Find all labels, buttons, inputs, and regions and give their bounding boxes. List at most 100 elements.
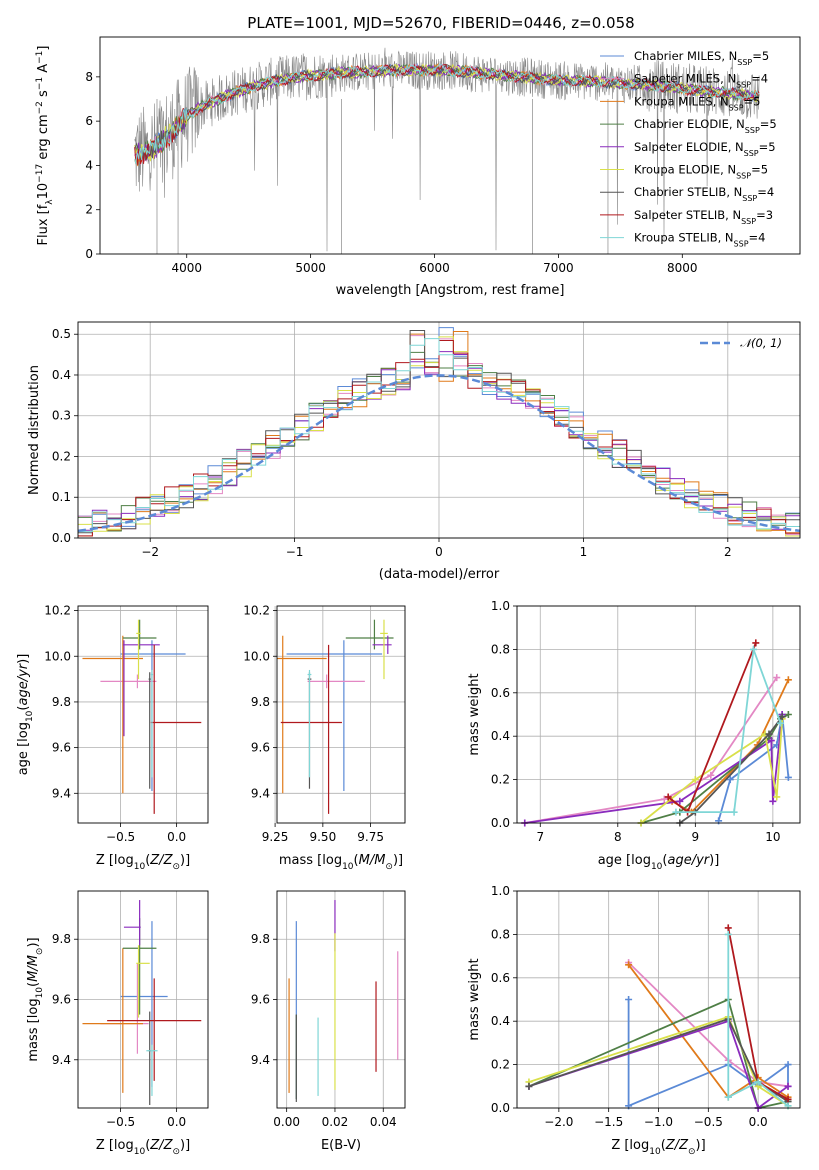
y-tick-label: 9.8	[52, 932, 71, 946]
y-tick-label: 9.8	[251, 695, 270, 709]
x-tick-label: −0.5	[106, 830, 135, 844]
weight-point-marker	[664, 793, 672, 801]
y-tick-label: 1.0	[491, 884, 510, 898]
spectrum-axes: 4000 5000 6000 7000 8000 0 2 4 6 8	[85, 70, 697, 275]
y-tick-label: 9.6	[52, 741, 71, 755]
age-vs-Z-frame	[77, 605, 209, 824]
weight-point-marker	[625, 996, 633, 1003]
weight-point-marker	[784, 676, 792, 684]
weight-point-marker	[676, 797, 684, 805]
weight-series-line	[727, 934, 789, 1107]
y-tick-label: 0.3	[52, 409, 71, 423]
mass-vs-ebv-xlabel: E(B-V)	[321, 1138, 361, 1153]
x-tick-label: 0.00	[273, 1115, 300, 1129]
x-tick-label: 1	[580, 545, 588, 559]
x-tick-label: 0.04	[370, 1115, 397, 1129]
y-tick-label: 6	[85, 114, 93, 128]
x-tick-label: 9	[692, 830, 700, 844]
y-tick-label: 0	[85, 247, 93, 261]
y-tick-label: 9.8	[52, 695, 71, 709]
weight-series-line	[528, 1017, 789, 1103]
legend-label: Kroupa STELIB, NSSP=4	[634, 231, 765, 249]
y-tick-label: 0.2	[491, 1058, 510, 1072]
x-tick-label: −1.0	[644, 1115, 673, 1129]
weight-point-marker	[724, 924, 732, 932]
y-tick-label: 0.0	[491, 816, 510, 830]
spectrum-xlabel: wavelength [Angstrom, rest frame]	[336, 283, 565, 298]
weight-series-line	[627, 999, 789, 1108]
weight-series-line	[675, 649, 782, 813]
y-tick-label: 10.2	[44, 604, 71, 618]
weight-point-marker	[765, 730, 773, 738]
legend-label: Kroupa ELODIE, NSSP=5	[634, 163, 768, 181]
mass-vs-Z-ylabel: mass [log10(M/M⊙)]	[26, 937, 45, 1061]
y-tick-label: 10.0	[243, 649, 270, 663]
y-tick-label: 0.4	[491, 729, 510, 743]
x-tick-label: 6000	[419, 261, 450, 275]
weight-point-marker	[773, 674, 781, 682]
spectrum-ylabel: Flux [fλ10−17 erg cm−2 s−1 A−1]	[35, 46, 55, 246]
x-tick-label: −0.5	[106, 1115, 135, 1129]
legend-label: Kroupa MILES, NSSP=5	[634, 94, 760, 112]
y-tick-label: 0.4	[52, 368, 71, 382]
weight-point-marker	[778, 713, 786, 721]
y-tick-label: 0.2	[491, 773, 510, 787]
x-tick-label: 9.50	[309, 830, 336, 844]
weight-series-line	[627, 961, 789, 1088]
mass-weight-vs-age-ylabel: mass weight	[467, 673, 482, 755]
spectrum-model-line	[134, 63, 760, 164]
y-tick-label: 2	[85, 203, 93, 217]
y-tick-label: 0.2	[52, 449, 71, 463]
x-tick-label: 0.02	[322, 1115, 349, 1129]
weight-series-line	[679, 716, 783, 824]
weight-point-marker	[525, 1082, 533, 1090]
y-tick-label: 9.6	[251, 993, 270, 1007]
mass-vs-Z-xlabel: Z [log10(Z/Z⊙)]	[96, 1138, 190, 1157]
x-tick-label: 7000	[543, 261, 574, 275]
age-vs-mass-xlabel: mass [log10(M/M⊙)]	[279, 853, 403, 872]
x-tick-label: −0.5	[694, 1115, 723, 1129]
y-tick-label: 8	[85, 70, 93, 84]
legend-label: Salpeter ELODIE, NSSP=5	[634, 140, 776, 158]
residuals-ylabel: Normed distribution	[27, 365, 42, 495]
legend-label: Chabrier ELODIE, NSSP=5	[634, 117, 777, 135]
y-tick-label: 9.4	[52, 1053, 71, 1067]
weight-point-marker	[724, 1093, 732, 1101]
weight-point-marker	[754, 1078, 762, 1086]
y-tick-label: 9.6	[251, 741, 270, 755]
y-tick-label: 10.0	[44, 649, 71, 663]
x-tick-label: 2	[724, 545, 732, 559]
weight-point-marker	[672, 808, 680, 816]
y-tick-label: 0.5	[52, 327, 71, 341]
weight-point-marker	[784, 773, 792, 781]
x-tick-label: −2	[141, 545, 159, 559]
age-vs-Z-ylabel: age [log10(age/yr)]	[16, 654, 35, 776]
age-vs-mass-frame	[276, 605, 406, 824]
spectrum-model-line	[134, 63, 760, 165]
y-tick-label: 0.8	[491, 927, 510, 941]
x-tick-label: 0.0	[167, 830, 186, 844]
spectrum-frame	[99, 36, 801, 255]
weight-point-marker	[730, 808, 738, 816]
mass-weight-vs-Z-frame	[516, 890, 801, 1109]
weight-point-marker	[784, 1061, 792, 1069]
y-tick-label: 9.4	[251, 1053, 270, 1067]
legend-normal-label: 𝒩(0, 1)	[740, 336, 782, 350]
spectrum-title: PLATE=1001, MJD=52670, FIBERID=0446, z=0…	[247, 14, 634, 32]
y-tick-label: 9.8	[251, 932, 270, 946]
mass-weight-vs-Z-xlabel: Z [log10(Z/Z⊙)]	[611, 1138, 705, 1157]
x-tick-label: 8000	[667, 261, 698, 275]
weight-point-marker	[784, 1082, 792, 1090]
residuals-xlabel: (data-model)/error	[379, 567, 500, 582]
weight-point-marker	[773, 793, 781, 801]
x-tick-label: 8	[614, 830, 622, 844]
weight-point-marker	[784, 711, 792, 718]
mass-vs-Z-axes: −0.5 0.0 9.4 9.6 9.8	[52, 891, 208, 1129]
x-tick-label: 9.25	[262, 830, 289, 844]
x-tick-label: 9.75	[357, 830, 384, 844]
y-tick-label: 0.6	[491, 686, 510, 700]
x-tick-label: −1	[286, 545, 304, 559]
weight-point-marker	[769, 797, 777, 805]
legend-label: Salpeter MILES, NSSP=4	[634, 72, 768, 90]
y-tick-label: 9.4	[251, 786, 270, 800]
